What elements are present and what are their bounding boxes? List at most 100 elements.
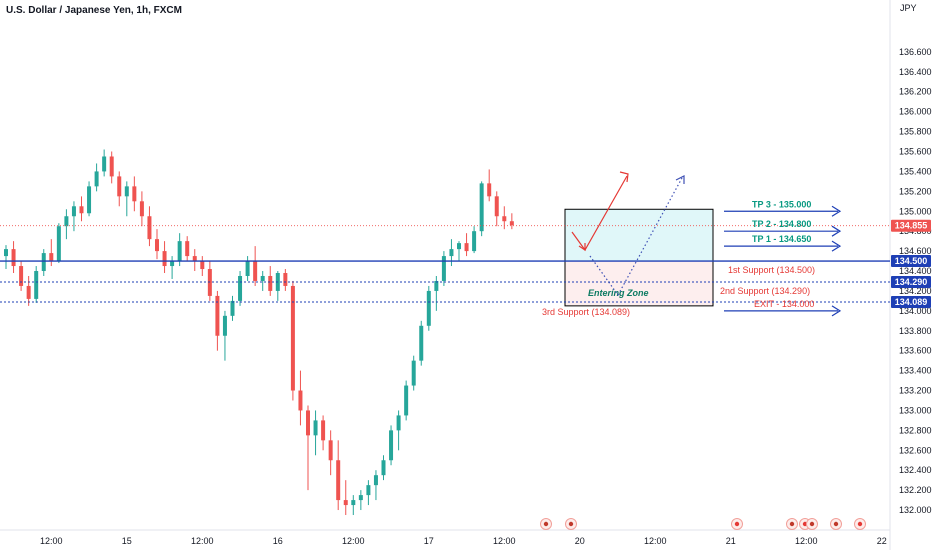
y-tick-label: 136.600	[899, 47, 932, 57]
candle-body	[139, 201, 144, 217]
stop-zone	[565, 261, 713, 306]
support-label: 3rd Support (134.089)	[542, 307, 630, 317]
candle-body	[109, 156, 114, 177]
candle-body	[283, 273, 288, 286]
entering-zone-label: Entering Zone	[588, 288, 649, 298]
candle-body	[41, 253, 46, 272]
y-tick-label: 135.800	[899, 127, 932, 137]
projection-arrowhead-red	[619, 171, 629, 183]
candle-body	[26, 285, 31, 299]
y-tick-label: 136.200	[899, 87, 932, 97]
y-tick-label: 134.200	[899, 286, 932, 296]
y-tick-label: 133.400	[899, 366, 932, 376]
candle-body	[215, 295, 220, 336]
candle-body	[230, 300, 235, 316]
take-profit-zone	[565, 209, 713, 262]
y-tick-label: 132.600	[899, 445, 932, 455]
current-price-tag-text: 134.855	[895, 221, 928, 231]
candle-body	[419, 325, 424, 361]
projection-arrowhead-red-2	[578, 243, 586, 252]
y-tick-label: 136.000	[899, 107, 932, 117]
y-tick-label: 132.200	[899, 485, 932, 495]
x-tick-label: 20	[575, 536, 585, 546]
candles	[4, 149, 514, 516]
candle-body	[117, 176, 122, 197]
price-axis[interactable]: JPY 136.600 136.400 136.200 136.000 135.800 13…	[891, 3, 932, 515]
support-price-tag	[891, 255, 931, 268]
candle-body	[79, 206, 84, 214]
y-tick-label: 133.600	[899, 346, 932, 356]
y-tick-label: 132.400	[899, 465, 932, 475]
y-tick-label: 132.000	[899, 505, 932, 515]
candle-body	[192, 256, 197, 262]
event-marker-dot	[809, 521, 815, 527]
y-tick-label: 134.600	[899, 246, 932, 256]
grid	[0, 0, 891, 550]
candle-body	[351, 500, 356, 506]
candle-body	[426, 290, 431, 326]
candle-body	[132, 186, 137, 202]
candle-body	[306, 410, 310, 436]
x-tick-label: 12:00	[795, 536, 818, 546]
target-arrowhead	[831, 240, 842, 252]
candle-body	[102, 156, 107, 172]
candle-body	[19, 266, 24, 286]
candle-body	[162, 251, 167, 267]
y-tick-label: 136.400	[899, 67, 932, 77]
chart-title: U.S. Dollar / Japanese Yen, 1h, FXCM	[6, 5, 182, 16]
y-tick-label: 133.800	[899, 326, 932, 336]
candle-body	[389, 430, 394, 461]
event-marker-dot	[833, 521, 839, 527]
candle-body	[245, 261, 250, 276]
candle-body	[11, 249, 16, 267]
time-axis[interactable]: 12:00 15 12:00 16 12:00 17 12:00 20 12:00 21 12:00…	[40, 536, 887, 546]
candle-body	[381, 460, 386, 476]
projection-arrow-blue	[589, 177, 683, 297]
support-price-tag-text: 134.500	[895, 256, 928, 266]
y-tick-label: 132.800	[899, 425, 932, 435]
candle-body	[87, 186, 92, 214]
x-tick-label: 12:00	[342, 536, 365, 546]
x-tick-label: 12:00	[493, 536, 516, 546]
candle-body	[404, 385, 409, 416]
candle-body	[313, 420, 318, 436]
candle-body	[411, 360, 416, 386]
candle-body	[64, 216, 69, 227]
support-price-tag-text: 134.290	[895, 277, 928, 287]
candle-body	[464, 243, 469, 252]
y-tick-label: 133.200	[899, 386, 932, 396]
candle-body	[358, 495, 363, 501]
event-marker-dot	[543, 521, 549, 527]
candle-body	[147, 216, 152, 240]
event-marker-dot	[789, 521, 795, 527]
candle-body	[170, 261, 175, 267]
candle-body	[238, 275, 243, 301]
candle-body	[177, 241, 182, 262]
candle-body	[4, 249, 8, 257]
y-tick-label: 135.200	[899, 186, 932, 196]
target-arrowhead	[831, 305, 842, 317]
candle-body	[200, 261, 205, 270]
y-tick-label: 135.000	[899, 206, 932, 216]
target-label: EXIT - 134.000	[754, 299, 814, 309]
candle-body	[124, 186, 129, 197]
candle-body	[34, 271, 39, 299]
candle-body	[336, 460, 341, 501]
x-tick-label: 21	[726, 536, 736, 546]
candle-body	[494, 196, 499, 217]
candle-body	[298, 390, 303, 411]
event-marker-dot	[568, 521, 574, 527]
candle-body	[509, 221, 514, 226]
event-marker-dot	[857, 521, 863, 527]
support-label: 1st Support (134.500)	[728, 265, 815, 275]
y-tick-label: 134.400	[899, 266, 932, 276]
candle-body	[260, 275, 265, 281]
candle-body	[253, 261, 258, 281]
target-label: TP 3 - 135.000	[752, 199, 811, 209]
candle-body	[94, 171, 99, 187]
candle-body	[185, 241, 190, 257]
target-label: TP 2 - 134.800	[752, 219, 811, 229]
x-tick-label: 15	[122, 536, 132, 546]
x-tick-label: 12:00	[644, 536, 667, 546]
